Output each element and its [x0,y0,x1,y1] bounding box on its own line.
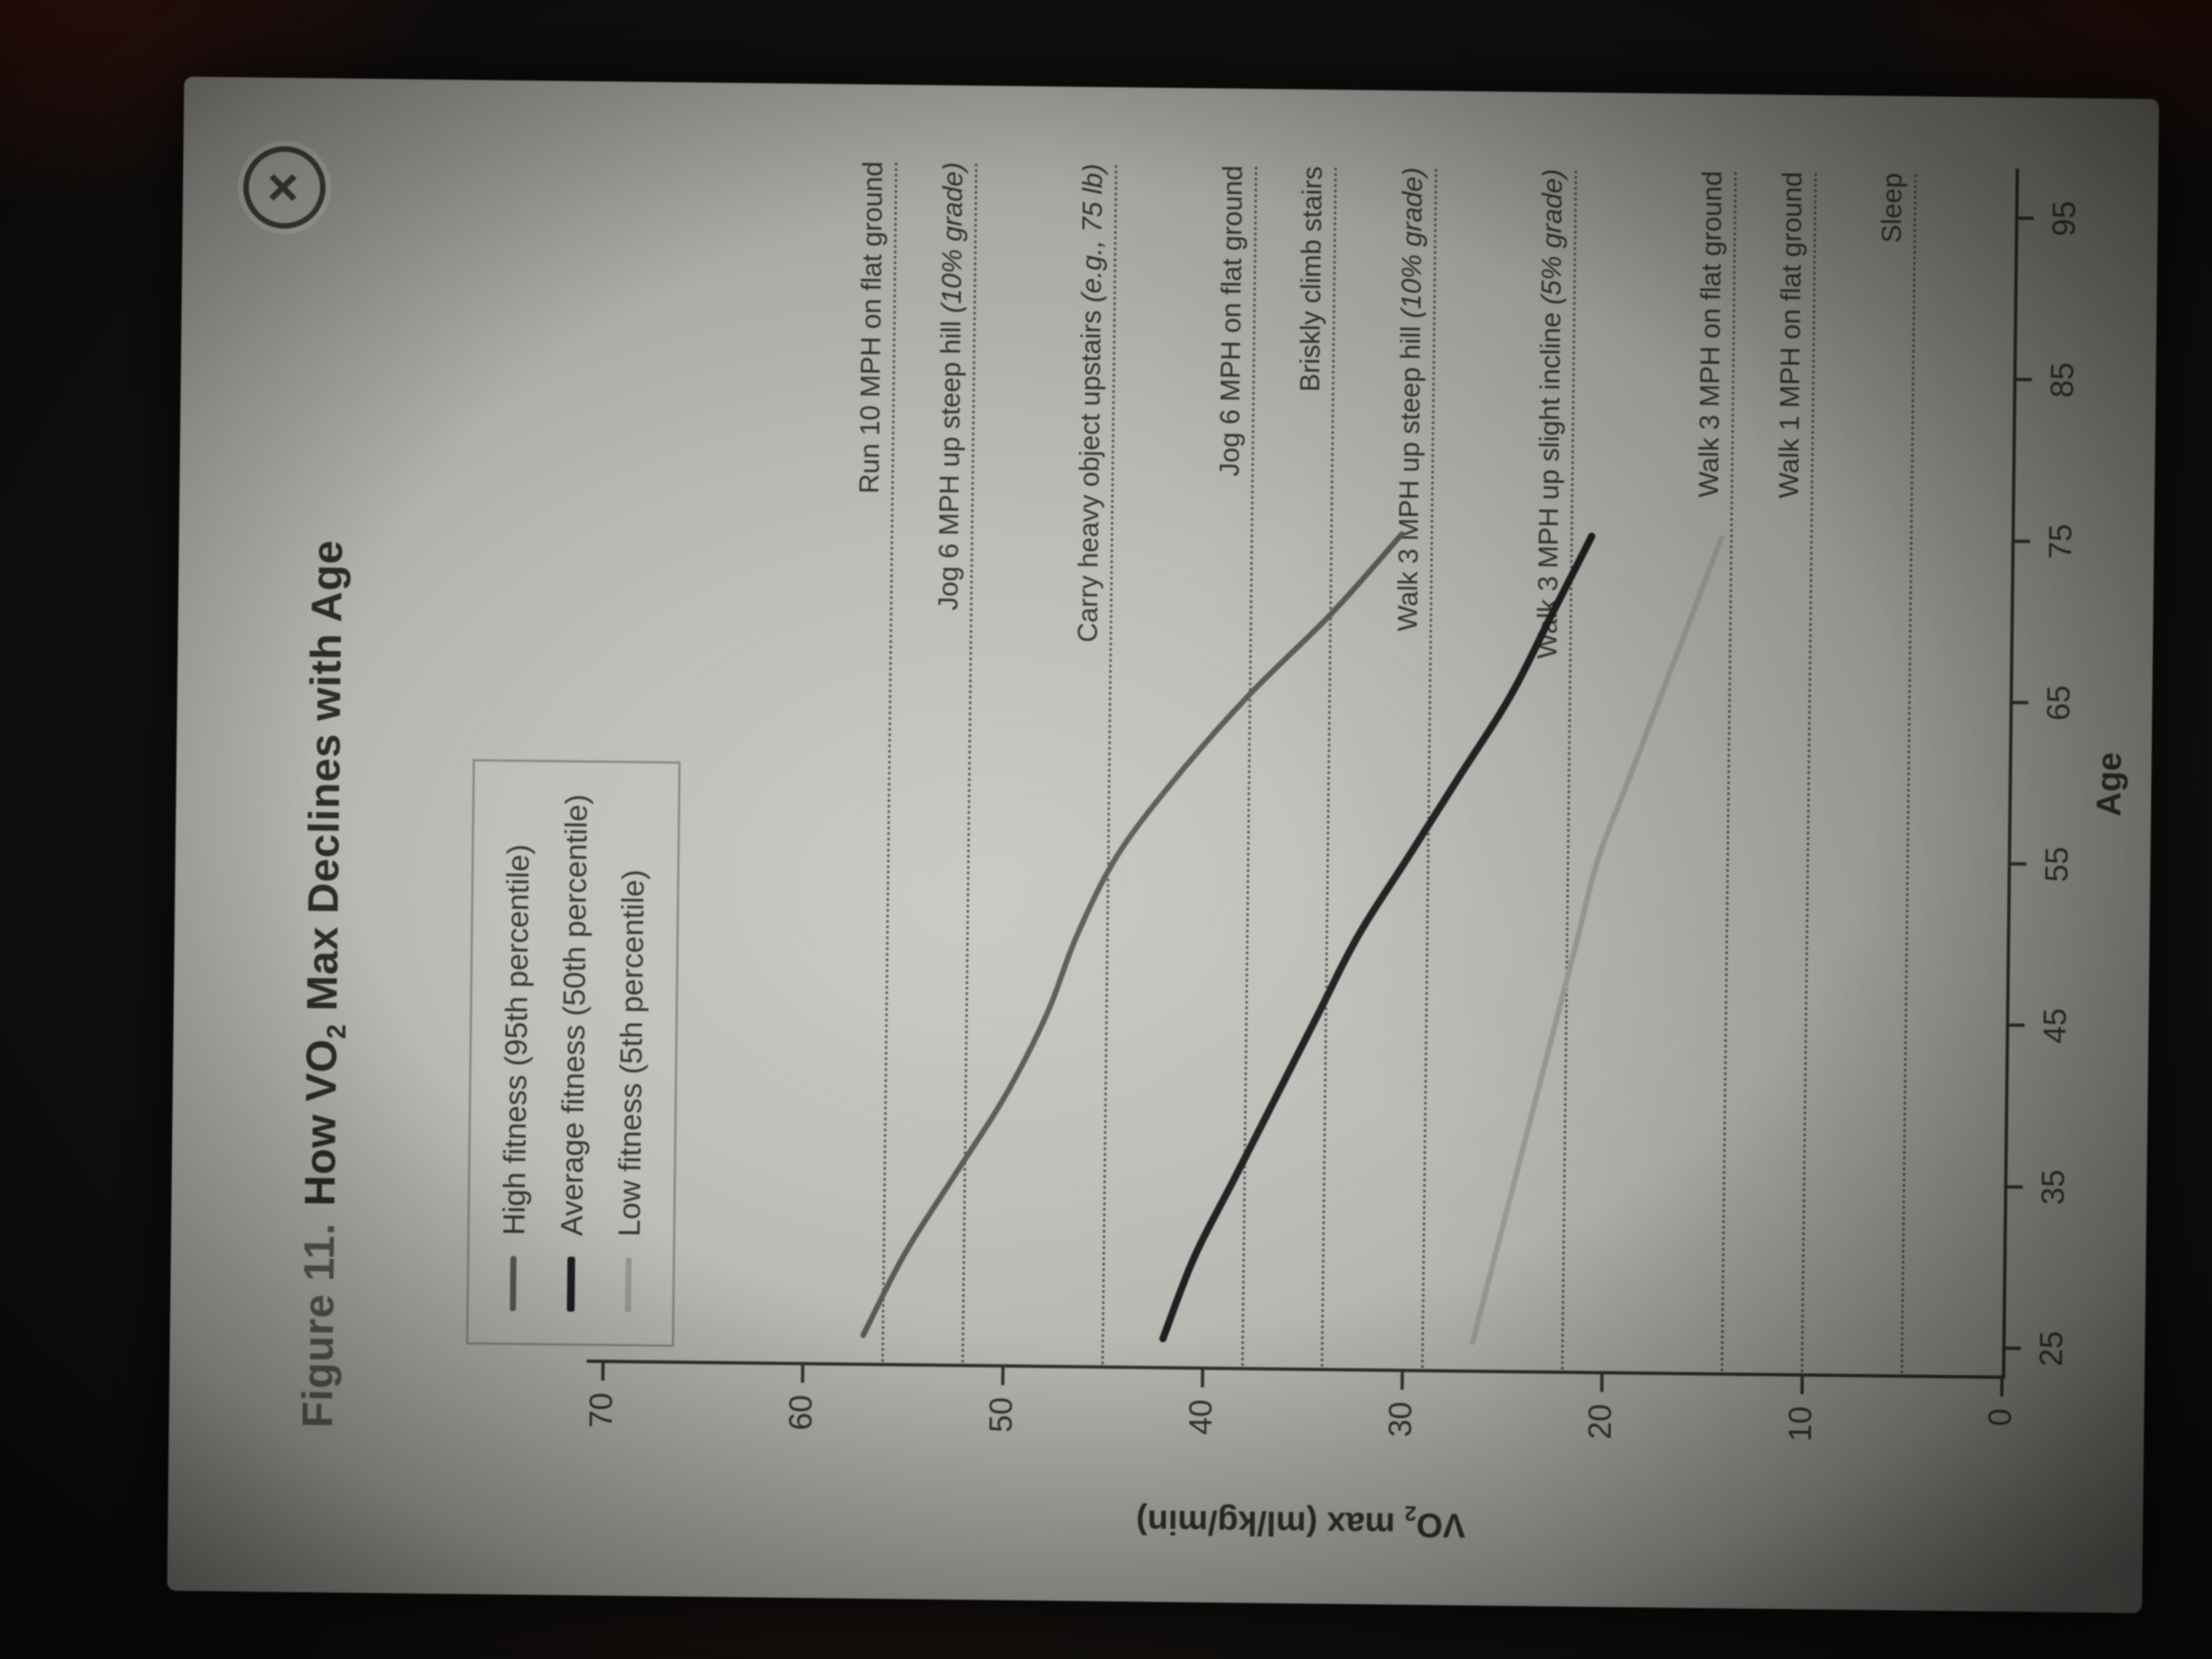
curve-average-fitness [1159,532,1595,1342]
curve-high-fitness [860,531,1405,1338]
rotated-device: × Figure 11.How VO2 Max Declines with Ag… [167,76,2159,1613]
curve-low-fitness [1470,535,1725,1345]
device-screen: × Figure 11.How VO2 Max Declines with Ag… [167,76,2159,1613]
fitness-curves [860,531,1725,1345]
chart-plot-area: 70 60 50 40 30 20 10 0 25 35 45 55 65 75 85 95 Run 10 MP… [167,77,2159,1613]
y-axis-title: VO2 max (ml/kg/min) [1136,1501,1466,1545]
